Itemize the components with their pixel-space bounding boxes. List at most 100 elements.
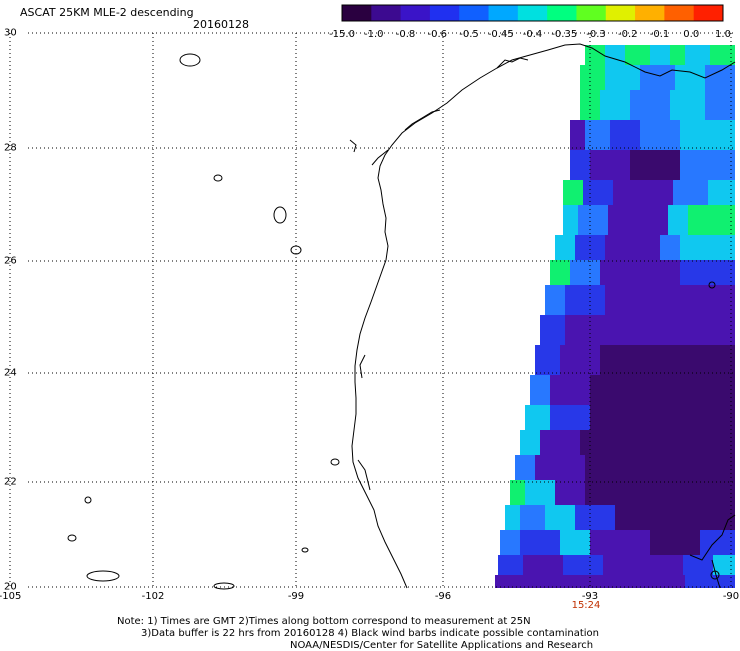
pass-time: 15:24 <box>571 600 601 611</box>
swath-cell <box>580 65 605 90</box>
swath-cell <box>640 120 680 150</box>
swath-cell <box>563 180 583 205</box>
swath-cell <box>590 375 735 405</box>
swath-cell <box>668 205 688 235</box>
swath-cell <box>560 530 590 555</box>
swath-cell <box>575 505 615 530</box>
island-outline <box>67 534 77 542</box>
swath-cell <box>570 150 590 180</box>
island-outline <box>213 582 235 590</box>
swath-cell <box>610 120 640 150</box>
colorbar-segment <box>635 5 665 21</box>
map-date: 20160128 <box>193 18 249 31</box>
swath-cell <box>590 405 735 430</box>
colorbar-tick-label: -0.1 <box>649 29 670 40</box>
swath-cell <box>605 45 625 65</box>
swath-cell <box>578 205 608 235</box>
swath-cell <box>585 120 610 150</box>
coastline-segment <box>359 354 366 379</box>
swath-cell <box>585 480 735 505</box>
coastline-segment <box>711 559 721 589</box>
swath-cell <box>540 430 580 455</box>
lat-lon-grid <box>9 32 735 588</box>
colorbar-segment <box>400 5 431 21</box>
swath-cell <box>585 455 735 480</box>
swath-cell <box>680 120 735 150</box>
colorbar-tick-label: -0.2 <box>617 29 638 40</box>
colorbar-tick-label: -0.3 <box>586 29 606 40</box>
swath-cell <box>603 555 683 575</box>
swath-cell <box>500 530 520 555</box>
swath-cell <box>590 530 650 555</box>
swath-cell <box>650 530 700 555</box>
swath-cell <box>520 530 560 555</box>
coastline-segment <box>357 459 371 491</box>
lat-label-30: 30 <box>4 27 17 39</box>
swath-cell <box>630 90 670 120</box>
swath-cell <box>700 530 735 555</box>
island-outline <box>710 570 720 580</box>
colorbar-tick-label: 1.0 <box>715 29 731 40</box>
lat-label-26: 26 <box>4 255 17 267</box>
colorbar-segment <box>693 5 724 21</box>
swath-cell <box>650 45 670 65</box>
swath-cell <box>675 65 705 90</box>
lon-label-105: -105 <box>0 591 22 602</box>
swath-cell <box>710 45 735 65</box>
note-line-2: 3)Data buffer is 22 hrs from 20160128 4)… <box>141 628 599 639</box>
island-outline <box>84 496 92 504</box>
swath-cell <box>705 90 735 120</box>
swath-cell <box>625 45 650 65</box>
swath-cell <box>520 505 545 530</box>
coastline-segment <box>349 139 357 153</box>
island-outline <box>708 281 716 289</box>
swath-cell <box>680 150 735 180</box>
swath-cell <box>525 480 555 505</box>
lon-label-96: -96 <box>434 591 452 602</box>
lon-label-90: -90 <box>722 591 740 602</box>
map-title: ASCAT 25KM MLE-2 descending <box>20 6 194 19</box>
lon-label-102: -102 <box>141 591 165 602</box>
swath-cell <box>540 315 565 345</box>
colorbar-tick-label: -0.6 <box>427 29 448 40</box>
lat-label-28: 28 <box>4 142 17 154</box>
colorbar-segment <box>459 5 490 21</box>
swath-cell <box>685 45 710 65</box>
swath-cell <box>560 345 600 375</box>
swath-cell <box>515 455 535 480</box>
note-line-1: Note: 1) Times are GMT 2)Times along bot… <box>117 616 531 627</box>
colorbar-segment <box>576 5 607 21</box>
colorbar-tick-label: -0.4 <box>522 29 543 40</box>
swath-cell <box>555 480 585 505</box>
swath-cell <box>605 285 735 315</box>
swath-cell <box>600 345 735 375</box>
swath-cell <box>570 260 600 285</box>
island-outline <box>330 458 340 466</box>
swath-cell <box>550 405 590 430</box>
swath-cell <box>510 480 525 505</box>
swath-cell <box>583 180 613 205</box>
coastline-segment <box>404 109 441 131</box>
swath-cell <box>630 150 680 180</box>
colorbar-segment <box>517 5 548 21</box>
coastline-segment <box>371 149 389 166</box>
swath-cell <box>680 260 735 285</box>
colorbar-segment <box>547 5 577 21</box>
swath-cell <box>708 180 735 205</box>
lat-label-22: 22 <box>4 476 17 488</box>
colorbar-tick-label: -0.35 <box>551 29 578 40</box>
island-outline <box>273 206 287 224</box>
swath-cell <box>680 235 735 260</box>
colorbar-segment <box>429 5 460 21</box>
coastline-segment <box>496 57 529 69</box>
colorbar-tick-label: -15.0 <box>329 29 355 40</box>
swath-cell <box>683 555 713 575</box>
coastline <box>67 43 736 590</box>
swath-cell <box>608 205 668 235</box>
swath-cell <box>563 555 603 575</box>
colorbar-segment <box>371 5 402 21</box>
swath-cell <box>613 180 673 205</box>
swath-cell <box>600 90 630 120</box>
swath-cell <box>580 430 735 455</box>
